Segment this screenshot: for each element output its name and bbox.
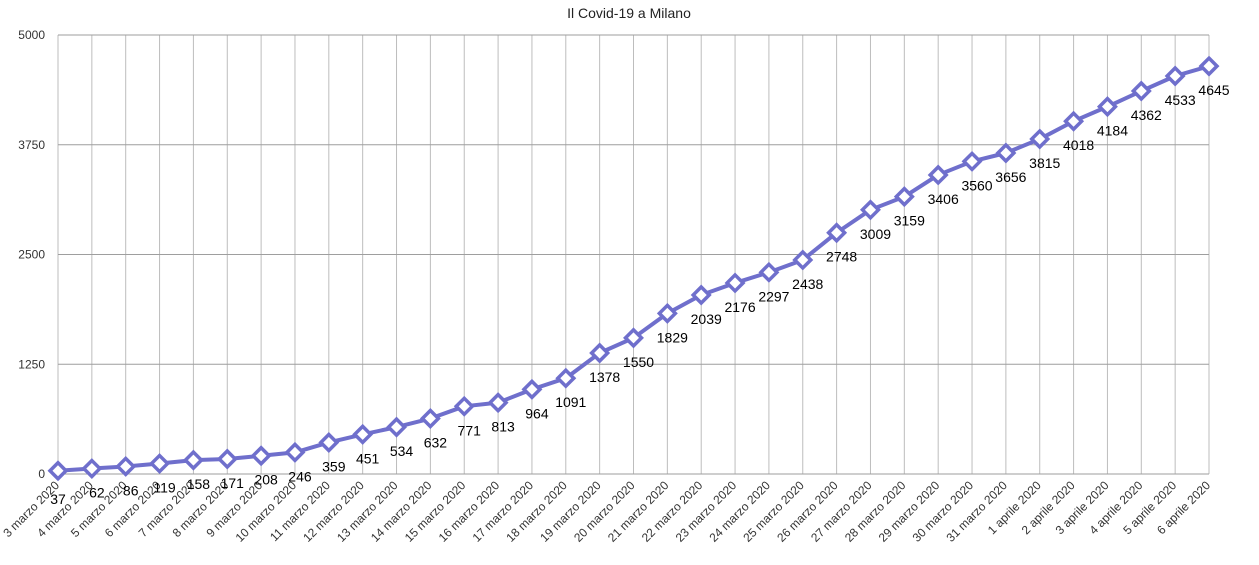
- data-point: [47, 460, 69, 482]
- data-label: 171: [221, 475, 245, 491]
- data-label: 4645: [1198, 82, 1229, 98]
- y-axis-ticks: 0 1250 2500 3750 5000: [18, 28, 45, 481]
- data-label: 964: [525, 405, 549, 421]
- data-point: [927, 164, 949, 186]
- data-label: 451: [356, 450, 380, 466]
- y-tick-label: 0: [38, 467, 45, 481]
- grid: [57, 34, 1210, 475]
- data-label: 3560: [961, 177, 992, 193]
- data-label: 1091: [555, 394, 586, 410]
- data-point: [1063, 110, 1085, 132]
- data-point: [724, 272, 746, 294]
- data-point: [656, 302, 678, 324]
- data-label: 4362: [1131, 107, 1162, 123]
- data-point: [115, 455, 137, 477]
- data-label: 771: [458, 422, 482, 438]
- data-point: [758, 261, 780, 283]
- data-point: [521, 378, 543, 400]
- data-point: [690, 284, 712, 306]
- data-label: 4533: [1165, 92, 1196, 108]
- data-label: 86: [123, 482, 139, 498]
- data-label: 37: [50, 491, 66, 507]
- data-point: [419, 408, 441, 429]
- data-label: 2748: [826, 249, 857, 265]
- data-point: [182, 449, 204, 471]
- data-label: 1829: [657, 329, 688, 345]
- data-label: 119: [153, 480, 176, 496]
- data-point: [555, 367, 577, 389]
- data-point: [284, 441, 306, 463]
- data-point: [826, 222, 848, 244]
- y-tick-label: 1250: [18, 357, 45, 371]
- data-point: [1029, 128, 1051, 150]
- data-label: 4184: [1097, 123, 1128, 139]
- data-label: 632: [424, 435, 448, 451]
- data-label: 4018: [1063, 137, 1094, 153]
- y-tick-label: 3750: [18, 138, 45, 152]
- data-point: [250, 445, 272, 467]
- data-label: 1550: [623, 354, 654, 370]
- data-point: [1164, 65, 1186, 87]
- data-label: 3159: [894, 213, 925, 229]
- data-label: 2297: [758, 288, 789, 304]
- data-label: 3656: [995, 169, 1026, 185]
- data-label: 62: [89, 485, 105, 501]
- data-label: 534: [390, 443, 414, 459]
- data-label: 2176: [724, 299, 755, 315]
- data-label: 208: [254, 472, 278, 488]
- y-tick-label: 5000: [18, 28, 45, 42]
- series-points: [47, 55, 1220, 482]
- data-point: [149, 453, 171, 475]
- data-label: 2039: [691, 311, 722, 327]
- data-point: [487, 392, 509, 414]
- data-label: 1378: [589, 369, 620, 385]
- data-point: [792, 249, 814, 271]
- data-label: 2438: [792, 276, 823, 292]
- data-labels: 37 62 86 119 158 171 208 246 359 451 534 632 771 813 9…: [50, 82, 1230, 507]
- data-point: [453, 395, 475, 417]
- data-point: [1096, 96, 1118, 118]
- data-label: 3406: [928, 191, 959, 207]
- data-point: [216, 448, 238, 470]
- data-point: [623, 327, 644, 349]
- data-point: [318, 432, 340, 453]
- data-label: 3815: [1029, 155, 1060, 171]
- data-point: [1198, 55, 1220, 77]
- data-point: [1130, 80, 1152, 102]
- data-point: [81, 458, 103, 480]
- data-point: [995, 142, 1017, 164]
- data-label: 246: [288, 468, 312, 484]
- y-tick-label: 2500: [18, 248, 45, 262]
- data-point: [893, 186, 915, 208]
- data-label: 813: [491, 419, 515, 435]
- data-label: 3009: [860, 226, 891, 242]
- data-point: [859, 199, 881, 221]
- chart-title: Il Covid-19 a Milano: [567, 5, 691, 21]
- data-label: 158: [187, 476, 211, 492]
- data-point: [352, 423, 374, 445]
- data-point: [961, 150, 983, 172]
- data-label: 359: [322, 458, 346, 474]
- data-point: [589, 342, 611, 364]
- data-point: [386, 416, 408, 438]
